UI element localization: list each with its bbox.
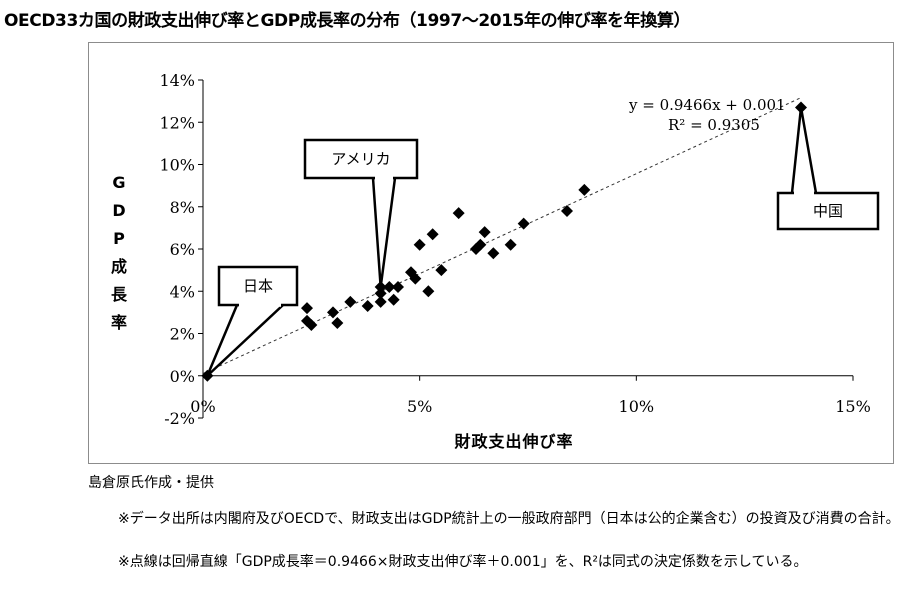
- y-axis-title-char: 成: [111, 257, 127, 276]
- data-point: [487, 247, 500, 260]
- callout-label: アメリカ: [331, 150, 390, 168]
- data-point: [435, 264, 448, 277]
- chart-title: OECD33カ国の財政支出伸び率とGDP成長率の分布（1997〜2015年の伸び…: [4, 11, 691, 31]
- data-point: [578, 183, 591, 196]
- data-points: [201, 101, 807, 382]
- data-point: [426, 228, 439, 241]
- callout-label: 中国: [813, 202, 843, 220]
- data-point: [387, 293, 400, 306]
- regression-line: y = 0.9466x + 0.001 R² = 0.9305: [202, 96, 802, 375]
- data-point: [409, 272, 422, 285]
- y-axis-title-char: 長: [111, 285, 128, 304]
- data-point: [478, 226, 491, 239]
- data-point: [361, 300, 374, 313]
- axis-labels: 財政支出伸び率 G D P 成長率: [111, 173, 573, 451]
- data-point: [331, 316, 344, 329]
- x-axis-title: 財政支出伸び率: [454, 432, 573, 451]
- y-axis-title-char: G: [112, 173, 125, 192]
- y-tick-label: 4%: [170, 282, 195, 301]
- y-tick-label: 6%: [170, 240, 195, 259]
- y-tick-label: 14%: [159, 71, 195, 90]
- source-note: ※データ出所は内閣府及びOECDで、財政支出はGDP統計上の一般政府部門（日本は…: [118, 511, 900, 527]
- x-tick-label: 0%: [190, 397, 215, 416]
- callout-pointer: [371, 176, 397, 288]
- credit-text: 島倉原氏作成・提供: [88, 475, 214, 491]
- callout-box: [217, 265, 299, 307]
- y-tick-label: -2%: [164, 409, 195, 428]
- y-tick-label: 0%: [170, 367, 195, 386]
- data-point: [413, 238, 426, 251]
- chart-area: -2% 0% 2% 4% 6% 8% 10% 12% 14% 0% 5% 10% 15% y = 0.9…: [88, 42, 894, 464]
- data-point: [305, 319, 318, 332]
- data-point: [301, 302, 313, 315]
- r-squared-label: R² = 0.9305: [668, 116, 760, 134]
- y-axis-title-char: D: [112, 201, 125, 220]
- y-axis-title-char: 率: [111, 313, 127, 332]
- data-point: [504, 238, 517, 251]
- y-axis-title-char: P: [113, 229, 125, 248]
- axes: -2%0%2%4%6%8%10%12%14%0% 5% 10% 15%: [159, 71, 870, 428]
- x-tick-label: 5%: [407, 397, 432, 416]
- data-point: [374, 287, 387, 300]
- data-point: [561, 204, 573, 217]
- y-tick-label: 2%: [170, 325, 195, 344]
- callout-box: [776, 191, 880, 231]
- data-point: [383, 281, 396, 294]
- x-tick-label: 10%: [619, 397, 655, 416]
- data-point: [392, 281, 404, 294]
- data-point: [327, 306, 339, 319]
- data-point: [517, 217, 530, 230]
- x-tick-label: 15%: [835, 397, 871, 416]
- data-point: [374, 295, 387, 308]
- scatter-plot: -2%0%2%4%6%8%10%12%14%0% 5% 10% 15% y = 0.9…: [111, 71, 880, 451]
- data-point: [344, 295, 357, 308]
- callout-pointer: [790, 107, 818, 195]
- y-tick-label: 10%: [159, 156, 195, 175]
- data-point: [422, 285, 435, 298]
- regression-equation: y = 0.9466x + 0.001: [628, 96, 786, 114]
- regression-dashed-line: [202, 97, 802, 375]
- data-point: [452, 207, 465, 220]
- callout-pointer: [206, 303, 287, 377]
- regression-note: ※点線は回帰直線「GDP成長率＝0.9466×財政支出伸び率＋0.001」を、R…: [118, 554, 808, 570]
- y-tick-label: 12%: [159, 113, 195, 132]
- callout-label: 日本: [243, 277, 273, 295]
- y-tick-label: 8%: [170, 198, 195, 217]
- callout-box: [303, 138, 419, 180]
- data-point: [474, 238, 487, 251]
- y-axis-title: G D P 成長率: [111, 173, 128, 332]
